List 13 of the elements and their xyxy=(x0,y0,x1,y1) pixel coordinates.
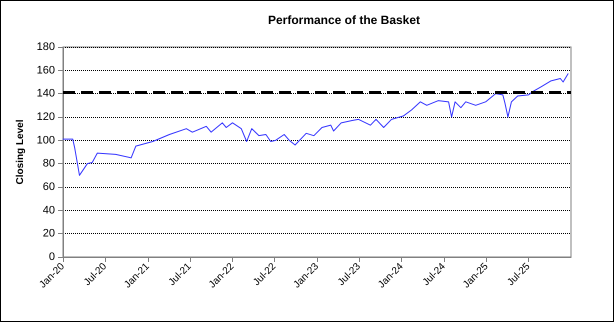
y-tick-label: 140 xyxy=(36,88,55,100)
y-tick-label: 80 xyxy=(42,158,55,170)
line-series xyxy=(62,73,568,176)
y-tick-label: 160 xyxy=(36,64,55,76)
y-tick-label: 0 xyxy=(48,251,55,263)
y-tick-label: 40 xyxy=(42,204,55,216)
chart-title: Performance of the Basket xyxy=(268,13,420,27)
y-tick-label: 20 xyxy=(42,228,55,240)
y-axis-title: Closing Level xyxy=(15,119,26,185)
y-tick-label: 180 xyxy=(36,41,55,53)
y-tick-label: 100 xyxy=(36,134,55,146)
y-tick-label: 120 xyxy=(36,111,55,123)
y-tick-label: 60 xyxy=(42,181,55,193)
